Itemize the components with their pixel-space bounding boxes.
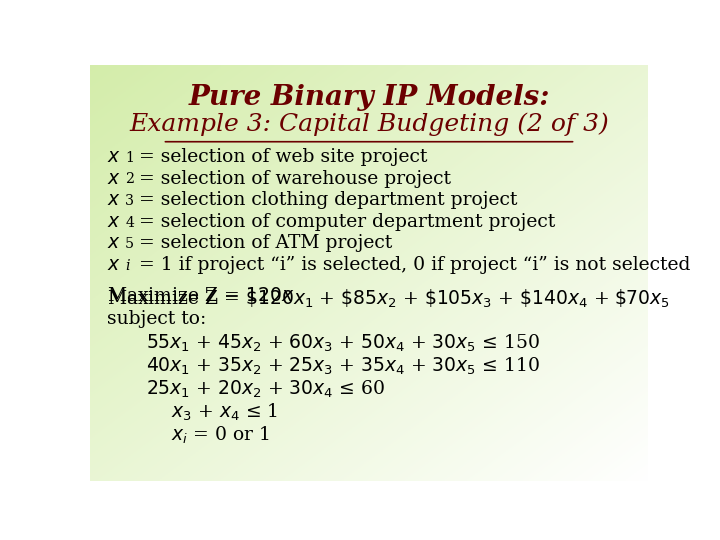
Text: 2: 2	[125, 172, 134, 186]
Text: = selection of ATM project: = selection of ATM project	[139, 234, 392, 252]
Text: = selection of computer department project: = selection of computer department proje…	[139, 213, 555, 231]
Text: Maximize Z = $120x$: Maximize Z = $120x$	[107, 287, 294, 305]
Text: subject to:: subject to:	[107, 310, 206, 328]
Text: $x$: $x$	[107, 148, 120, 166]
Text: Example 3: Capital Budgeting (2 of 3): Example 3: Capital Budgeting (2 of 3)	[129, 113, 609, 136]
Text: = 1 if project “i” is selected, 0 if project “i” is not selected: = 1 if project “i” is selected, 0 if pro…	[139, 256, 690, 274]
Text: 3: 3	[125, 194, 134, 208]
Text: $x_3$ + $x_4$ ≤ 1: $x_3$ + $x_4$ ≤ 1	[171, 402, 278, 423]
Text: $x$: $x$	[107, 191, 120, 209]
Text: Maximize Z = $\$120x_1$ + $\$85x_2$ + $\$105x_3$ + $\$140x_4$ + $\$70x_5$: Maximize Z = $\$120x_1$ + $\$85x_2$ + $\…	[107, 287, 669, 309]
Text: $x$: $x$	[107, 213, 120, 231]
Text: Pure Binary IP Models:: Pure Binary IP Models:	[188, 84, 550, 111]
Text: $x$: $x$	[107, 234, 120, 252]
Text: $x$: $x$	[107, 170, 120, 187]
Text: i: i	[125, 259, 130, 273]
Text: = selection clothing department project: = selection clothing department project	[139, 191, 518, 209]
Text: $x$: $x$	[107, 256, 120, 274]
Text: = selection of web site project: = selection of web site project	[139, 148, 428, 166]
Text: = selection of warehouse project: = selection of warehouse project	[139, 170, 451, 187]
Text: $25x_1$ + $20x_2$ + $30x_4$ ≤ 60: $25x_1$ + $20x_2$ + $30x_4$ ≤ 60	[145, 379, 385, 400]
Text: 4: 4	[125, 216, 134, 229]
Text: 1: 1	[125, 151, 134, 165]
Text: $x_i$ = 0 or 1: $x_i$ = 0 or 1	[171, 424, 270, 445]
Text: 5: 5	[125, 238, 134, 251]
Text: $55x_1$ + $45x_2$ + $60x_3$ + $50x_4$ + $30x_5$ ≤ 150: $55x_1$ + $45x_2$ + $60x_3$ + $50x_4$ + …	[145, 333, 540, 354]
Text: $40x_1$ + $35x_2$ + $25x_3$ + $35x_4$ + $30x_5$ ≤ 110: $40x_1$ + $35x_2$ + $25x_3$ + $35x_4$ + …	[145, 356, 540, 377]
